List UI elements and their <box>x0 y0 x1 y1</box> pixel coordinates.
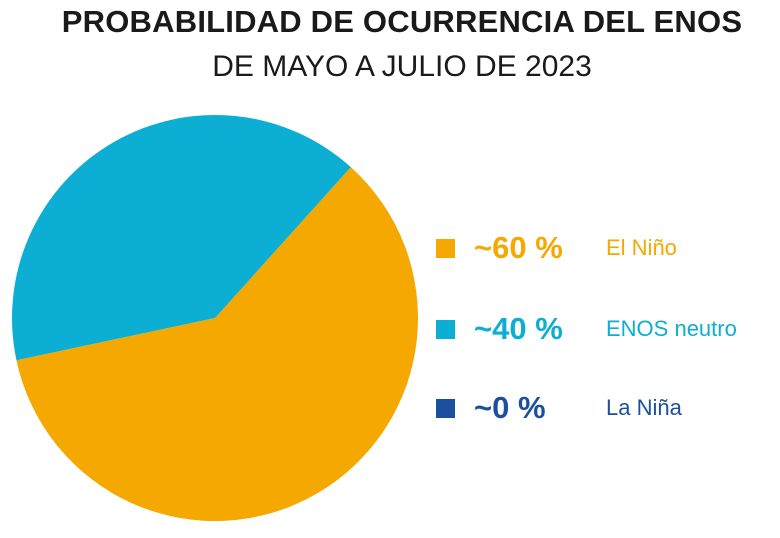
legend-label-enos-neutro: ENOS neutro <box>606 316 737 341</box>
legend-item-el-nino: ~60 % El Niño <box>436 228 677 268</box>
pie-slice-el-nino <box>16 167 419 522</box>
legend-percent-la-nina: ~0 % <box>474 390 546 425</box>
legend-swatch-enos-neutro <box>436 319 455 339</box>
legend-percent-enos-neutro: ~40 % <box>474 311 563 346</box>
chart-subtitle: DE MAYO A JULIO DE 2023 <box>212 50 592 83</box>
legend-item-enos-neutro: ~40 % ENOS neutro <box>436 309 737 349</box>
legend-label-el-nino: El Niño <box>606 235 677 260</box>
legend-item-la-nina: ~0 % La Niña <box>436 388 682 428</box>
legend-swatch-la-nina <box>436 398 455 418</box>
chart-title: PROBABILIDAD DE OCURRENCIA DEL ENOS <box>61 4 743 39</box>
legend-label-la-nina: La Niña <box>606 395 682 420</box>
pie-chart <box>12 115 419 522</box>
legend-swatch-el-nino <box>436 238 455 258</box>
pie-slice-enos-neutro <box>12 115 351 361</box>
legend-percent-el-nino: ~60 % <box>474 230 563 265</box>
